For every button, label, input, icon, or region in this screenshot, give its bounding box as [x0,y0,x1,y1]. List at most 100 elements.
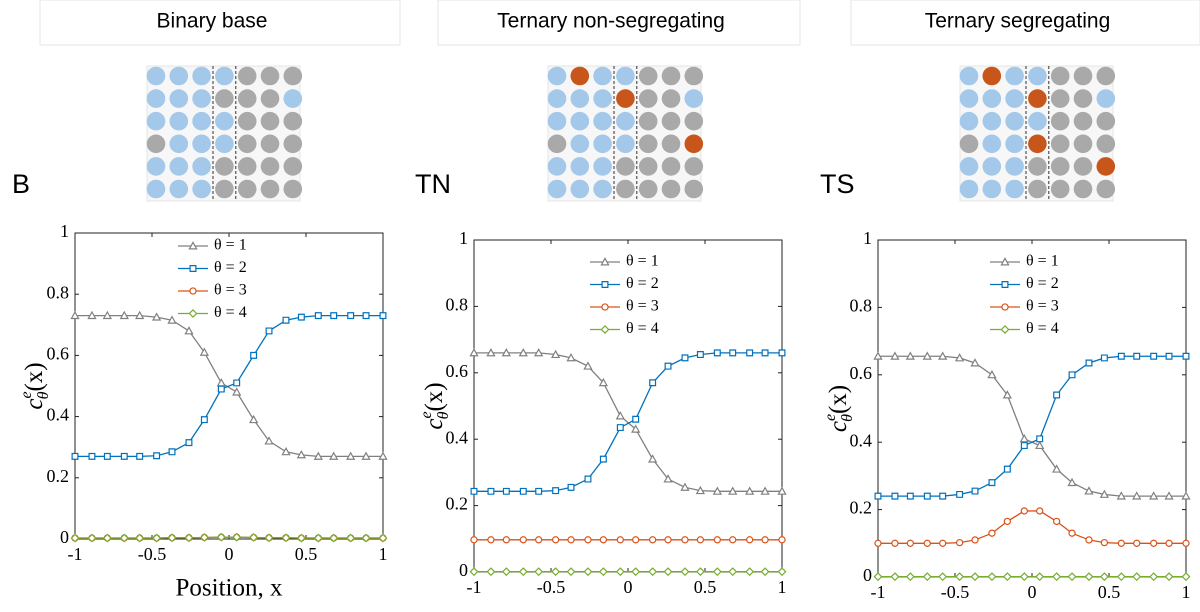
site [1096,134,1116,154]
data-point [486,348,496,357]
data-point [1116,491,1126,500]
legend-label: θ = 1 [1026,253,1059,270]
data-point [153,452,161,460]
data-point [955,572,965,582]
data-point [167,533,177,543]
data-point [615,567,625,577]
data-point [551,567,561,577]
site [982,89,1002,108]
site [237,134,257,154]
site [547,111,567,131]
site [982,157,1002,176]
site [570,157,590,176]
data-point [470,487,478,495]
data-point [88,452,96,460]
data-point [1052,572,1062,582]
site [959,66,979,86]
data-point [167,315,177,324]
site [1005,111,1024,131]
site [547,66,567,86]
data-point [501,348,511,357]
site [192,157,211,176]
y-label-arg: (x) [825,385,852,414]
legend-label: θ = 2 [214,259,247,276]
data-point [217,385,225,393]
data-point [1164,572,1174,582]
site [146,134,166,154]
data-point [1132,491,1142,500]
legend-label: θ = 2 [1026,275,1059,292]
data-point [1035,440,1045,450]
site [1028,89,1047,108]
data-point [119,310,129,320]
data-point [1003,465,1011,473]
data-point [746,349,754,357]
data-point [955,353,965,362]
y-label-arg: (x) [421,382,448,411]
data-point [282,316,290,324]
data-point [778,349,786,357]
legend-label: θ = 4 [1026,320,1059,337]
site [237,179,257,199]
site [169,111,189,131]
data-point [232,387,242,396]
data-point [487,487,495,495]
legend-marker [1000,325,1010,334]
header-title: Binary base [157,10,268,33]
data-point [501,567,511,577]
data-point [1036,507,1044,515]
data-point [216,532,226,542]
site [1073,157,1093,176]
y-tick-label: 0 [863,565,872,585]
site [684,66,704,86]
site [283,134,303,154]
data-point [347,312,355,320]
x-tick-label: -0.5 [941,582,970,602]
legend-marker [601,281,609,288]
data-point [761,536,769,544]
site [593,134,612,154]
data-point [664,536,672,544]
y-tick-label: 0.6 [47,344,70,364]
y-axis-label: ceθ(x) [418,382,452,429]
site [593,89,612,108]
legend-label: θ = 1 [626,253,659,270]
data-point [939,492,947,500]
data-point [681,354,689,362]
data-point [1100,539,1109,547]
x-tick-label: 0 [624,577,633,597]
x-axis-label: Position, x [176,575,283,602]
site [283,179,303,199]
data-point [938,351,948,360]
data-point [1099,572,1109,582]
data-point [199,533,209,542]
site [547,179,567,199]
data-point [729,349,737,357]
data-point [970,572,980,582]
site [146,66,166,86]
data-point [955,539,964,547]
site [215,134,234,154]
data-point [1100,354,1108,362]
data-point [518,567,528,577]
site [215,157,234,176]
site [1005,66,1024,86]
x-axis-label: Position, x [575,608,682,612]
y-label-base: c [421,419,448,430]
site [1028,157,1047,176]
data-point [891,492,899,500]
data-point [87,533,97,543]
data-point [583,567,593,577]
site [570,66,590,86]
data-point [648,454,658,463]
data-point [1165,352,1173,360]
data-point [534,567,544,577]
site [260,157,280,176]
data-point [598,567,608,577]
data-point [1020,442,1028,450]
site [684,111,704,131]
header-title: Ternary segregating [925,10,1111,33]
data-point [1181,572,1191,582]
y-axis-label: ceθ(x) [18,362,52,409]
site [1028,111,1047,131]
